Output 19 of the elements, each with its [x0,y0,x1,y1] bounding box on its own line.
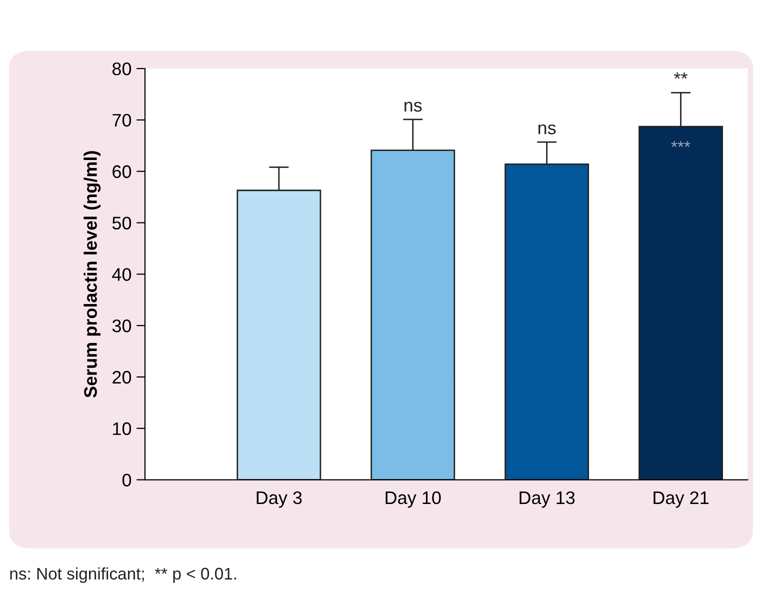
annotation: ** [674,72,688,79]
text: ns: Not significant; ** p < 0.01. [10,567,236,583]
annotation: ns [538,124,556,134]
x-tick-label: Day 3 [256,491,302,508]
y-axis-title: Serum prolactin level (ng/ml) [84,151,101,398]
x-tick-label: Day 21 [654,491,708,508]
y-tick-label: 30 [112,320,132,332]
y-tick-label: 50 [112,216,132,230]
y-tick-label: 40 [112,268,132,281]
annotation: *** [671,141,690,147]
y-tick-label: 70 [112,114,132,127]
x-tick-label: Day 10 [386,491,441,508]
annotation: ns [404,102,422,112]
y-tick-label: 60 [112,165,132,178]
y-tick-label: 10 [113,422,132,436]
y-tick-label: 20 [112,370,132,384]
y-tick-label: 80 [112,62,132,76]
y-tick-label: 0 [122,474,132,486]
x-tick-label: Day 13 [520,491,575,508]
